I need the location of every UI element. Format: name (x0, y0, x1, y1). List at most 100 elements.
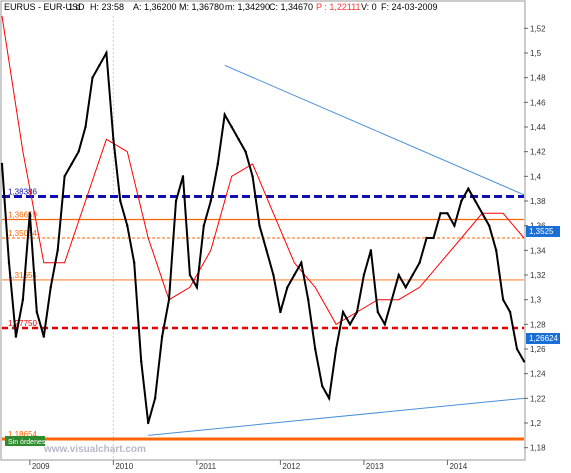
y-tick-label-16: 1,2 (530, 419, 542, 428)
y-tick-label-17: 1,18 (530, 444, 546, 453)
price-point-30 (209, 199, 212, 203)
price-point-27 (188, 273, 192, 277)
price-point-67 (467, 187, 470, 190)
price-point-71 (494, 249, 498, 252)
price-point-70 (488, 224, 491, 227)
trendline-0 (224, 64, 525, 196)
price-point-46 (320, 384, 324, 388)
price-point-74 (515, 347, 519, 351)
price-point-12 (84, 125, 87, 129)
price-point-50 (348, 323, 352, 326)
y-tick-label-13: 1,26 (530, 345, 546, 354)
price-point-28 (195, 286, 199, 289)
level-label-5: 1,31654 (8, 271, 37, 280)
y-tick-label-2: 1,48 (530, 74, 546, 83)
price-point-52 (362, 273, 366, 277)
x-tick-label-1: 2010 (115, 462, 133, 471)
level-label-2: 1,38386 (8, 188, 37, 197)
level-lines: 1,38386 1,36659 1,35054 1,31654 1,27750 1,186… (2, 64, 525, 441)
price-point-18 (126, 224, 129, 227)
header-f-value: F: 24-03-2009 (381, 2, 438, 12)
price-point-57 (397, 273, 400, 277)
price-point-45 (314, 347, 317, 351)
current-price-label: 1,26624 (529, 334, 558, 343)
y-tick-label-10: 1,32 (530, 271, 546, 280)
header-ask: A: 1,36200 (133, 2, 177, 12)
price-point-7 (49, 286, 52, 289)
price-point-68 (474, 199, 477, 203)
price-point-41 (286, 286, 289, 289)
price-point-36 (251, 175, 254, 178)
price-point-17 (119, 199, 122, 203)
price-point-20 (140, 360, 143, 363)
header-high: H: 23:58 (90, 2, 124, 12)
price-point-21 (146, 421, 150, 425)
x-tick-label-4: 2013 (366, 462, 384, 471)
price-point-19 (133, 261, 136, 264)
price-point-72 (501, 298, 505, 301)
y-tick-label-12: 1,28 (530, 320, 546, 329)
price-point-22 (153, 397, 157, 400)
price-point-62 (432, 236, 435, 240)
price-point-9 (63, 175, 66, 178)
price-point-32 (223, 113, 226, 116)
watermark: www.visualchart.com (43, 444, 146, 455)
price-point-4 (28, 212, 32, 215)
price-point-24 (167, 298, 171, 301)
price-point-69 (481, 212, 484, 215)
y-tick-label-11: 1,3 (530, 296, 542, 305)
y-tick-label-0: 1,52 (530, 24, 546, 33)
price-point-25 (174, 199, 178, 203)
price-point-13 (91, 76, 94, 79)
price-point-75 (522, 360, 526, 363)
price-point-6 (42, 335, 45, 338)
x-tick-label-5: 2014 (449, 462, 467, 471)
price-point-3 (21, 298, 25, 301)
y-tick-label-15: 1,22 (530, 394, 546, 403)
y-tick-label-6: 1,4 (530, 172, 542, 181)
price-point-26 (181, 175, 185, 178)
price-point-40 (279, 310, 282, 314)
current-price-tag (526, 333, 560, 344)
price-point-73 (508, 310, 512, 314)
price-point-1 (7, 261, 11, 264)
level-label-4: 1,35054 (8, 229, 37, 238)
price-point-38 (265, 249, 268, 252)
y-tick-label-4: 1,44 (530, 123, 546, 132)
level-label-6: 1,27750 (8, 319, 37, 328)
level-tag-label: 1,3525 (529, 227, 554, 236)
price-point-51 (355, 310, 359, 314)
moving-average-line (1, 15, 525, 325)
price-point-53 (369, 249, 373, 252)
header-max: M: 1,36780 (179, 2, 224, 12)
price-point-8 (56, 249, 59, 252)
header-p-value: P : 1,22111 (316, 2, 361, 12)
header-close: C: 1,34670 (269, 2, 313, 12)
header-interval: 1 d (68, 2, 81, 12)
price-point-35 (244, 150, 247, 153)
y-tick-label-5: 1,42 (530, 148, 546, 157)
x-tick-label-0: 2009 (32, 462, 50, 471)
price-point-37 (258, 224, 261, 227)
level-tag (526, 226, 560, 237)
price-point-64 (446, 212, 449, 215)
price-point-58 (404, 286, 407, 289)
price-point-5 (35, 310, 38, 314)
price-point-33 (230, 125, 233, 129)
price-point-31 (216, 162, 219, 166)
price-point-16 (112, 138, 115, 141)
price-point-47 (327, 397, 331, 400)
price-point-60 (418, 261, 421, 264)
price-point-65 (453, 224, 456, 227)
price-point-44 (307, 298, 310, 301)
price-point-48 (334, 347, 338, 351)
y-tick-label-14: 1,24 (530, 370, 546, 379)
x-tick-label-3: 2012 (282, 462, 300, 471)
sin-ordenes-badge[interactable] (5, 436, 45, 446)
price-point-15 (105, 51, 108, 55)
price-point-66 (460, 199, 463, 203)
y-tick-label-9: 1,34 (530, 246, 546, 255)
price-point-23 (160, 335, 164, 338)
